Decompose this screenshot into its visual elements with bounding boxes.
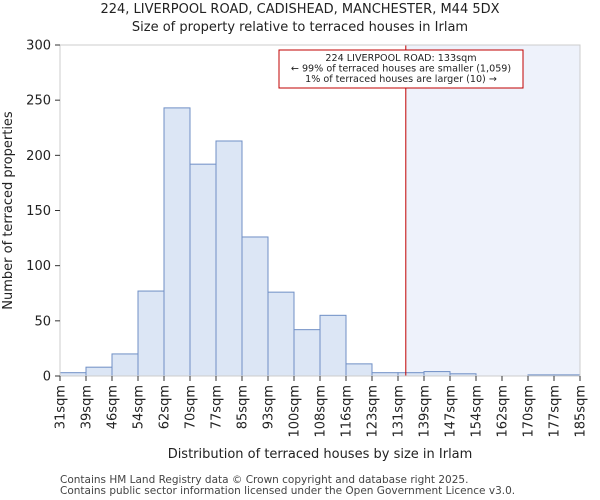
x-tick-label: 185sqm (574, 385, 589, 438)
x-tick-label: 100sqm (288, 385, 303, 438)
x-tick-label: 93sqm (262, 385, 277, 429)
x-tick-label: 77sqm (210, 385, 225, 429)
x-tick-label: 31sqm (54, 385, 69, 429)
bar (111, 353, 139, 377)
y-axis-label: Number of terraced properties (1, 111, 16, 310)
x-tick-label: 39sqm (80, 385, 95, 429)
annotation-frame (278, 49, 524, 89)
bar (163, 107, 191, 377)
y-tick-label: 100 (26, 259, 51, 274)
bars-group (59, 107, 581, 377)
x-tick-label: 177sqm (548, 385, 563, 438)
chart-title: 224, LIVERPOOL ROAD, CADISHEAD, MANCHEST… (100, 2, 500, 17)
bar (319, 314, 347, 377)
marker-region-shade (405, 45, 580, 376)
annotation-box: 224 LIVERPOOL ROAD: 133sqm← 99% of terra… (278, 49, 524, 89)
x-tick-label: 154sqm (470, 385, 485, 438)
bar (423, 371, 451, 377)
y-tick-label: 0 (43, 370, 51, 385)
y-tick-label: 150 (26, 204, 51, 219)
bar (85, 366, 113, 377)
x-tick-label: 131sqm (392, 385, 407, 438)
bar (293, 329, 321, 377)
bar (215, 140, 243, 377)
y-tick-label: 250 (26, 94, 51, 109)
bar (345, 363, 373, 377)
chart-subtitle: Size of property relative to terraced ho… (131, 20, 469, 35)
bar (267, 291, 295, 377)
annotation-line: 224 LIVERPOOL ROAD: 133sqm (325, 53, 476, 64)
x-tick-label: 108sqm (314, 385, 329, 438)
x-tick-label: 162sqm (496, 385, 511, 438)
x-axis: 31sqm 39sqm 46sqm 54sqm 62sqm 70sqm 77sqm 85sqm… (54, 376, 589, 438)
x-tick-label: 116sqm (340, 385, 355, 438)
annotation-line: ← 99% of terraced houses are smaller (1,… (291, 64, 511, 75)
x-tick-label: 147sqm (444, 385, 459, 438)
x-tick-label: 170sqm (522, 385, 537, 438)
x-tick-label: 123sqm (366, 385, 381, 438)
x-tick-label: 46sqm (106, 385, 121, 429)
x-tick-label: 139sqm (418, 385, 433, 438)
annotation-line: 1% of terraced houses are larger (10) → (305, 74, 497, 85)
footer-licence: Contains public sector information licen… (60, 485, 516, 497)
x-tick-label: 54sqm (132, 385, 147, 429)
bar (189, 163, 217, 377)
x-tick-label: 70sqm (184, 385, 199, 429)
y-axis: 0 50 100 150 200 250 300 (26, 39, 60, 385)
bar (241, 236, 269, 377)
bar (137, 290, 165, 377)
footer-copyright: Contains HM Land Registry data © Crown c… (60, 474, 469, 486)
x-tick-label: 62sqm (158, 385, 173, 429)
y-tick-label: 200 (26, 149, 51, 164)
x-axis-label: Distribution of terraced houses by size … (168, 447, 473, 462)
y-tick-label: 50 (34, 314, 51, 329)
x-tick-label: 85sqm (236, 385, 251, 429)
y-tick-label: 300 (26, 39, 51, 54)
